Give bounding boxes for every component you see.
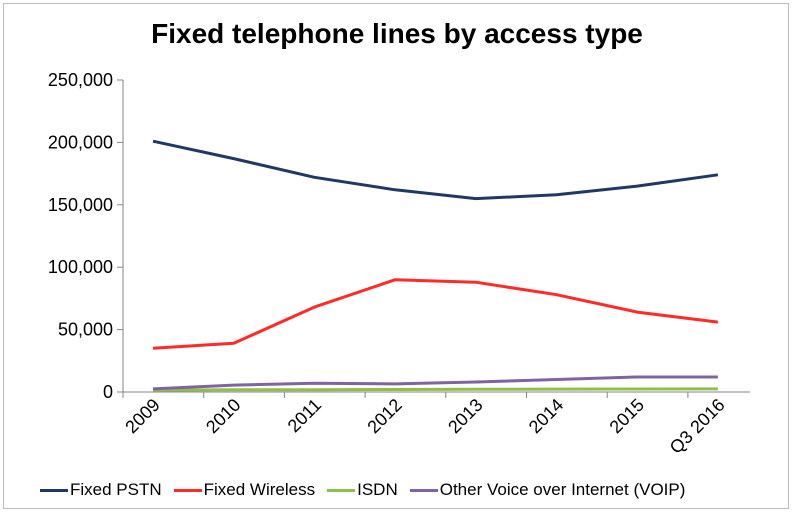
x-tick-label: 2010 [202, 395, 244, 437]
legend-swatch [173, 488, 202, 492]
series-line-other-voice-over-internet-voip [152, 375, 718, 391]
chart-title: Fixed telephone lines by access type [151, 18, 643, 49]
x-tick-label: 2014 [525, 395, 567, 437]
x-tick-label: Q3 2016 [666, 395, 729, 458]
legend-item: Other Voice over Internet (VOIP) [409, 480, 686, 500]
chart-frame [3, 3, 789, 509]
chart-axes [122, 80, 750, 393]
y-tick-label: 250,000 [48, 70, 113, 90]
y-tick-label: 50,000 [58, 320, 113, 340]
series-lines [152, 139, 719, 392]
y-tick-label: 200,000 [48, 132, 113, 152]
x-tick-label: 2013 [444, 395, 486, 437]
chart-legend: Fixed PSTN Fixed Wireless ISDN Other Voice … [40, 480, 697, 500]
x-tick-label: 2011 [284, 395, 326, 437]
x-tick-label: 2012 [363, 395, 405, 437]
legend-label: ISDN [357, 480, 398, 499]
x-tick-label: 2015 [606, 395, 648, 437]
y-tick-label: 0 [103, 382, 113, 402]
y-tick-label: 150,000 [48, 195, 113, 215]
legend-swatch [327, 488, 356, 492]
legend-swatch [40, 488, 68, 492]
series-line-fixed-wireless [152, 278, 719, 350]
legend-item: Fixed PSTN [40, 480, 162, 500]
legend-swatch [409, 488, 438, 492]
x-tick-label: 2009 [121, 395, 163, 437]
series-line-isdn [152, 387, 718, 392]
legend-label: Other Voice over Internet (VOIP) [439, 480, 686, 499]
y-tick-label: 100,000 [48, 257, 113, 277]
series-line-fixed-pstn [152, 139, 719, 201]
legend-label: Fixed Wireless [203, 480, 316, 499]
legend-label: Fixed PSTN [70, 480, 162, 499]
y-axis-ticks: 0 50,000 100,000 150,000 200,000 250,000 [48, 70, 123, 402]
legend-item: Fixed Wireless [173, 480, 316, 500]
x-axis-ticks: 2009 2010 2011 2012 2013 2014 2015 Q3 2016 [121, 392, 729, 458]
legend-item: ISDN [327, 480, 398, 500]
